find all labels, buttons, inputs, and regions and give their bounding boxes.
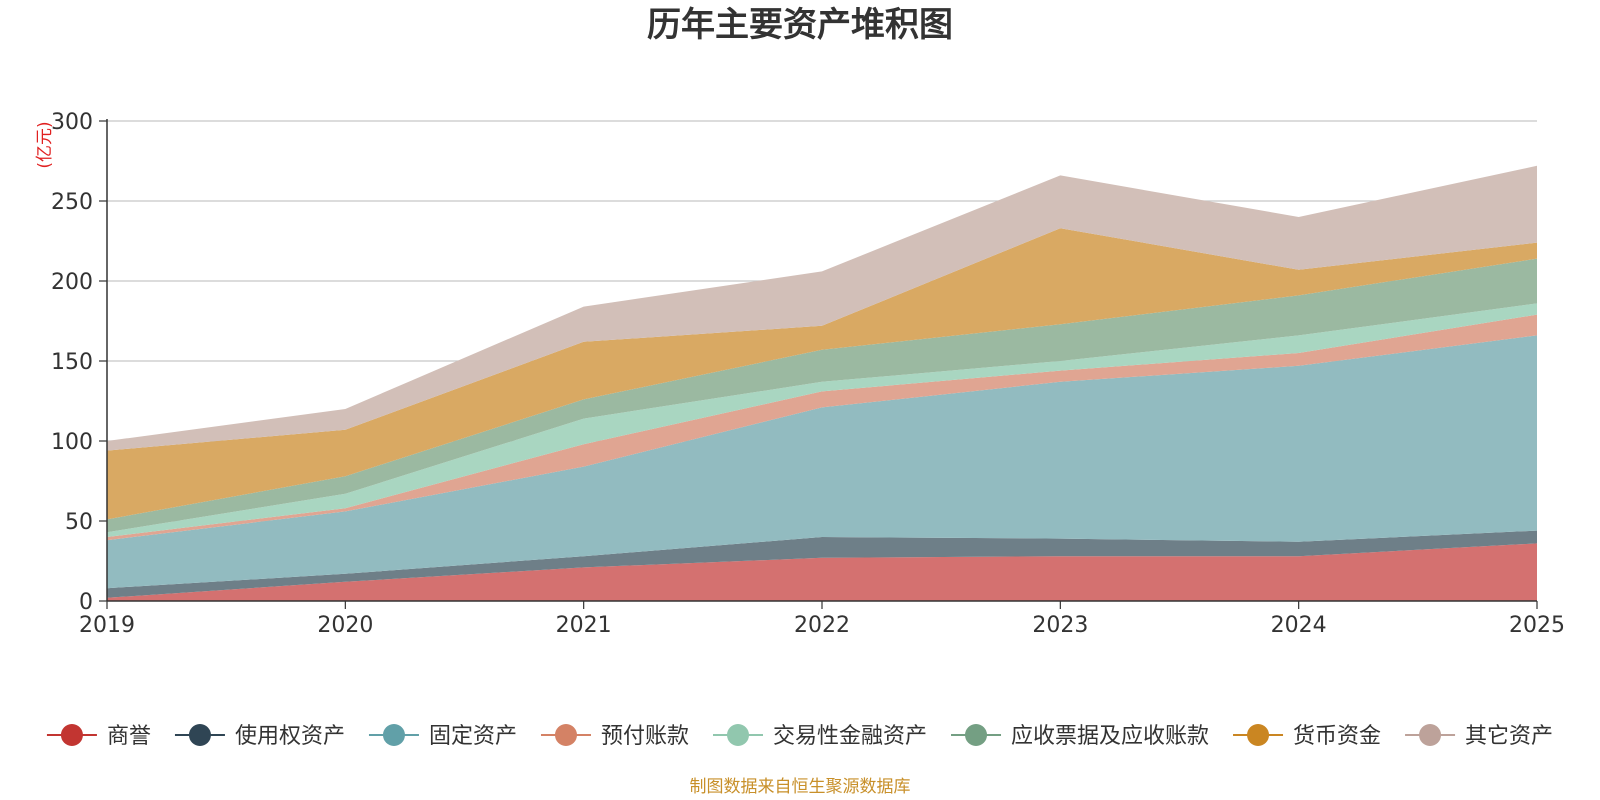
legend-marker-icon <box>727 724 749 746</box>
y-tick-label: 0 <box>79 590 93 615</box>
area-series-group <box>107 165 1537 601</box>
chart-title: 历年主要资产堆积图 <box>647 5 953 45</box>
axes: 0 50 100 150 200 250 300 2019 2020 2021 2022 2023 20… <box>51 110 1565 638</box>
area-series-3 <box>107 314 1537 541</box>
legend-item-5[interactable]: 应收票据及应收账款 <box>951 724 1209 749</box>
area-series-0 <box>107 543 1537 601</box>
legend-item-6[interactable]: 货币资金 <box>1233 724 1381 749</box>
legend-label: 预付账款 <box>601 724 689 749</box>
y-tick-label: 250 <box>51 190 93 215</box>
y-tick-label: 50 <box>65 510 93 535</box>
x-tick-label: 2021 <box>556 613 612 638</box>
legend-marker-icon <box>382 724 405 746</box>
y-axis-unit-label: (亿元) <box>35 121 55 168</box>
y-tick-label: 300 <box>51 110 93 135</box>
legend-item-1[interactable]: 使用权资产 <box>174 724 345 749</box>
legend-marker-icon <box>1419 724 1442 746</box>
legend-item-4[interactable]: 交易性金融资产 <box>713 724 927 749</box>
legend-label: 使用权资产 <box>235 724 345 749</box>
legend-marker-icon <box>554 724 577 746</box>
legend: 商誉 使用权资产 固定资产 预付账款 交易性金融资产 应收票据及应收账款 货币资金 其它资产 <box>46 724 1553 749</box>
legend-marker-icon <box>188 724 211 746</box>
legend-marker-icon <box>60 724 83 746</box>
legend-label: 商誉 <box>107 724 151 749</box>
area-series-6 <box>107 228 1537 520</box>
area-series-4 <box>107 303 1537 537</box>
area-series-5 <box>107 258 1537 533</box>
legend-label: 固定资产 <box>429 724 517 749</box>
legend-label: 货币资金 <box>1293 724 1381 749</box>
x-tick-label: 2023 <box>1032 613 1088 638</box>
legend-label: 应收票据及应收账款 <box>1011 724 1209 749</box>
legend-item-7[interactable]: 其它资产 <box>1405 724 1553 749</box>
legend-marker-icon <box>1247 724 1270 746</box>
y-tick-label: 150 <box>51 350 93 375</box>
x-tick-label: 2020 <box>317 613 373 638</box>
area-series-7 <box>107 165 1537 451</box>
x-tick-label: 2022 <box>794 613 850 638</box>
x-tick-label: 2025 <box>1509 613 1565 638</box>
x-tick-label: 2024 <box>1271 613 1327 638</box>
data-source-note: 制图数据来自恒生聚源数据库 <box>690 777 911 797</box>
area-series-2 <box>107 335 1537 589</box>
legend-item-3[interactable]: 预付账款 <box>540 724 689 749</box>
legend-label: 其它资产 <box>1465 724 1553 749</box>
y-tick-label: 200 <box>51 270 93 295</box>
area-series-1 <box>107 530 1537 598</box>
legend-label: 交易性金融资产 <box>773 724 927 749</box>
x-tick-label: 2019 <box>79 613 135 638</box>
legend-item-2[interactable]: 固定资产 <box>368 724 517 749</box>
legend-marker-icon <box>965 724 988 746</box>
y-tick-label: 100 <box>51 430 93 455</box>
legend-item-0[interactable]: 商誉 <box>46 724 151 749</box>
